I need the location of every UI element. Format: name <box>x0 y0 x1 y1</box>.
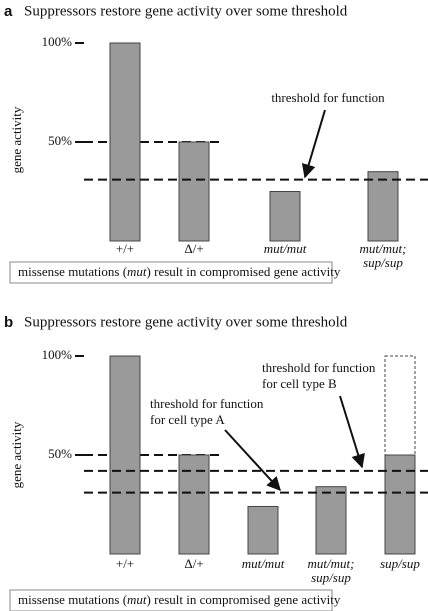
note-part: missense mutations ( <box>18 592 127 607</box>
panel-label: b <box>4 314 13 331</box>
x-tick-label: Δ/+ <box>184 241 203 256</box>
note-part: missense mutations ( <box>18 264 127 279</box>
bar <box>109 355 141 555</box>
y-axis-label: gene activity <box>9 421 24 488</box>
note-part: ) result in compromised gene activity <box>147 592 341 607</box>
threshold-label: threshold for function <box>262 360 376 375</box>
y-axis-label: gene activity <box>9 106 24 173</box>
threshold-label: for cell type B <box>262 376 337 391</box>
x-tick-label: sup/sup <box>311 570 351 585</box>
note-box <box>9 589 333 611</box>
threshold-label: for cell type A <box>150 412 225 427</box>
threshold-label: threshold for function <box>150 396 264 411</box>
y-tick-label: 100% <box>42 347 73 362</box>
chart-title: Suppressors restore gene activity over s… <box>24 3 348 19</box>
x-tick-label: sup/sup <box>363 255 403 270</box>
bar <box>247 505 279 555</box>
bar <box>315 486 347 555</box>
x-tick-label: mut/mut; <box>308 556 355 571</box>
x-tick-label: sup/sup <box>380 556 420 571</box>
y-tick-label: 50% <box>48 133 72 148</box>
arrow <box>301 109 326 179</box>
bar <box>269 191 301 242</box>
note: missense mutations (mut) result in compr… <box>18 592 341 607</box>
x-tick-label: mut/mut; <box>360 241 407 256</box>
panel-label: a <box>4 3 13 20</box>
note: missense mutations (mut) result in compr… <box>18 264 341 279</box>
note-box <box>9 261 333 284</box>
x-tick-label: mut/mut <box>264 241 307 256</box>
note-part: mut <box>127 592 147 607</box>
y-tick-label: 50% <box>48 446 72 461</box>
bar <box>178 141 210 242</box>
y-tick-label: 100% <box>42 34 73 49</box>
arrow <box>339 395 365 469</box>
x-tick-label: Δ/+ <box>184 556 203 571</box>
bar <box>367 171 399 242</box>
chart-title: Suppressors restore gene activity over s… <box>24 314 348 330</box>
bar <box>109 42 141 242</box>
note-part: ) result in compromised gene activity <box>147 264 341 279</box>
x-tick-label: +/+ <box>116 241 134 256</box>
arrow <box>224 429 281 492</box>
threshold-label: threshold for function <box>271 90 385 105</box>
note-part: mut <box>127 264 147 279</box>
x-tick-label: +/+ <box>116 556 134 571</box>
x-tick-label: mut/mut <box>242 556 285 571</box>
